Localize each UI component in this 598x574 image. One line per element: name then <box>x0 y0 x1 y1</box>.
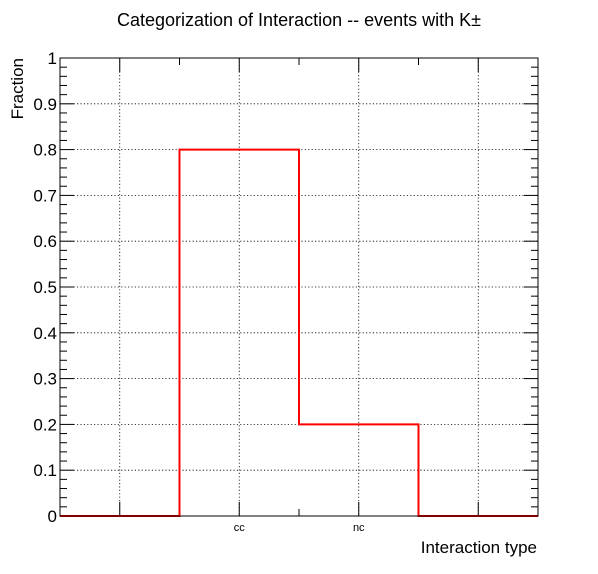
x-tick-labels: cc nc <box>234 522 365 534</box>
series-layer <box>60 148 538 517</box>
y-tick-label: 0.9 <box>33 95 57 114</box>
y-tick-label: 0.5 <box>33 278 57 297</box>
x-axis-title: Interaction type <box>421 538 537 557</box>
y-tick-labels: 0 0.1 0.2 0.3 0.4 0.5 0.6 0.7 0.8 0.9 1 <box>33 49 57 526</box>
y-tick-label: 0.6 <box>33 232 57 251</box>
y-tick-label: 0.7 <box>33 186 57 205</box>
x-tick-label: nc <box>353 522 365 534</box>
y-tick-label: 0.2 <box>33 415 57 434</box>
x-tick-label: cc <box>234 522 246 534</box>
y-tick-label: 0.8 <box>33 141 57 160</box>
y-tick-label: 0.3 <box>33 370 57 389</box>
y-tick-label: 0.1 <box>33 461 57 480</box>
chart-title: Categorization of Interaction -- events … <box>117 10 481 30</box>
histogram-series <box>60 148 538 517</box>
y-axis-title: Fraction <box>8 58 27 119</box>
y-tick-label: 1 <box>48 49 57 68</box>
y-tick-label: 0 <box>48 507 57 526</box>
plot-frame <box>59 57 539 517</box>
y-tick-label: 0.4 <box>33 324 57 343</box>
